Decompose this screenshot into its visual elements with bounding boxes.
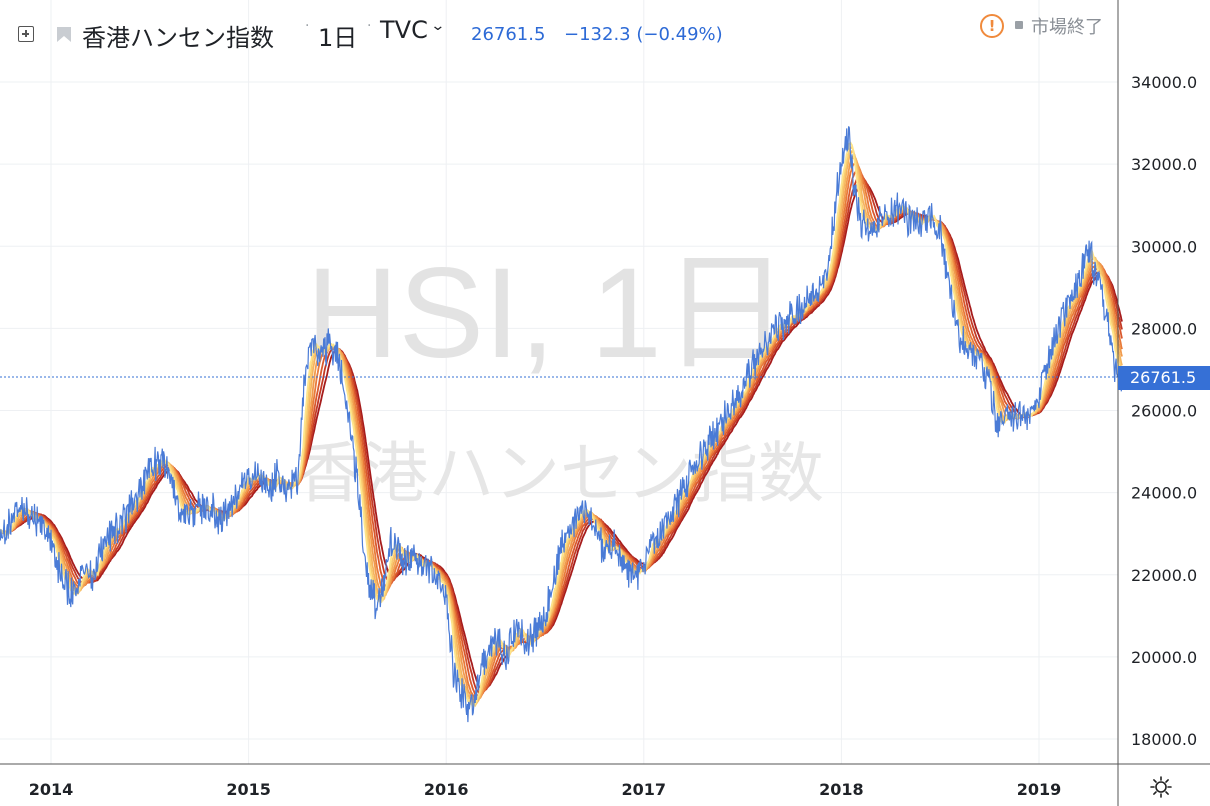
alert-icon[interactable]: ! <box>980 14 1004 38</box>
moving-average-line <box>0 150 1123 705</box>
chart-header: 香港ハンセン指数 · 1日 · TVC ⌄ 26761.5 −132.3 (−0… <box>0 0 1118 66</box>
source-label[interactable]: TVC <box>380 16 428 44</box>
price-change: −132.3 (−0.49%) <box>564 24 723 45</box>
chevron-down-icon[interactable]: ⌄ <box>430 18 446 34</box>
watermark-line2: 香港ハンセン指数 <box>296 435 824 512</box>
price-line-series <box>0 126 1123 723</box>
expand-icon[interactable] <box>18 26 34 42</box>
separator-dot: · <box>367 18 372 34</box>
time-tick-label: 2017 <box>622 780 667 799</box>
time-axis[interactable]: 2014 2015 2016 2017 2018 2019 <box>29 780 1062 799</box>
price-tick-label: 18000.0 <box>1131 730 1197 749</box>
symbol-title[interactable]: 香港ハンセン指数 <box>82 24 274 52</box>
separator-dot: · <box>305 18 310 34</box>
last-price: 26761.5 <box>471 24 546 45</box>
time-tick-label: 2014 <box>29 780 74 799</box>
moving-average-line <box>0 141 1123 708</box>
sun-icon[interactable] <box>1150 776 1172 798</box>
moving-average-line <box>0 145 1123 708</box>
current-price-label: 26761.5 <box>1118 366 1210 390</box>
time-tick-label: 2018 <box>819 780 864 799</box>
time-tick-label: 2019 <box>1017 780 1062 799</box>
price-tick-label: 32000.0 <box>1131 155 1197 174</box>
price-tick-label: 34000.0 <box>1131 73 1197 92</box>
time-tick-label: 2015 <box>226 780 271 799</box>
status-indicator <box>1015 21 1023 29</box>
watermark-line1: HSI, 1日 <box>306 242 790 385</box>
price-tick-label: 28000.0 <box>1131 319 1197 338</box>
price-tick-label: 20000.0 <box>1131 648 1197 667</box>
market-status: 市場終了 <box>1031 17 1103 38</box>
interval-label[interactable]: 1日 <box>318 24 358 52</box>
price-tick-label: 26000.0 <box>1131 402 1197 421</box>
ma-ribbon <box>0 141 1123 708</box>
price-tick-label: 22000.0 <box>1131 566 1197 585</box>
flag-icon <box>57 27 71 42</box>
price-axis[interactable]: 34000.0 32000.0 30000.0 28000.0 26000.0 24000… <box>1131 73 1197 749</box>
moving-average-line <box>0 155 1123 703</box>
time-tick-label: 2016 <box>424 780 469 799</box>
price-tick-label: 30000.0 <box>1131 237 1197 256</box>
price-tick-label: 24000.0 <box>1131 484 1197 503</box>
